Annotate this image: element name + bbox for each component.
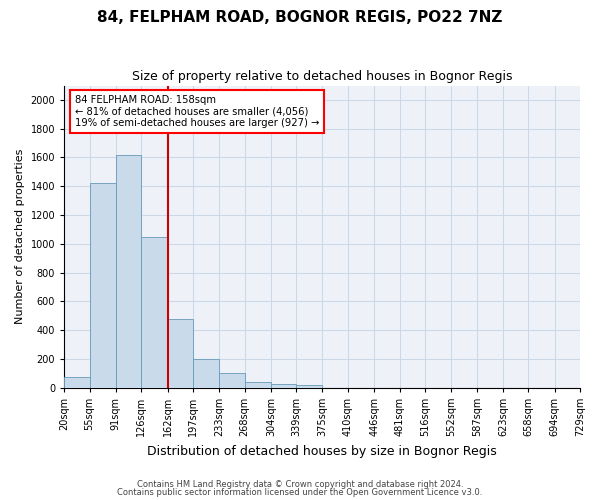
Bar bbox=[271, 384, 296, 388]
Text: 84, FELPHAM ROAD, BOGNOR REGIS, PO22 7NZ: 84, FELPHAM ROAD, BOGNOR REGIS, PO22 7NZ bbox=[97, 10, 503, 25]
Y-axis label: Number of detached properties: Number of detached properties bbox=[15, 149, 25, 324]
Bar bbox=[167, 318, 193, 388]
Text: 84 FELPHAM ROAD: 158sqm
← 81% of detached houses are smaller (4,056)
19% of semi: 84 FELPHAM ROAD: 158sqm ← 81% of detache… bbox=[74, 94, 319, 128]
Bar bbox=[219, 374, 245, 388]
Title: Size of property relative to detached houses in Bognor Regis: Size of property relative to detached ho… bbox=[132, 70, 512, 83]
Bar bbox=[245, 382, 271, 388]
Bar bbox=[193, 359, 219, 388]
Bar bbox=[296, 385, 322, 388]
X-axis label: Distribution of detached houses by size in Bognor Regis: Distribution of detached houses by size … bbox=[147, 444, 497, 458]
Text: Contains public sector information licensed under the Open Government Licence v3: Contains public sector information licen… bbox=[118, 488, 482, 497]
Text: Contains HM Land Registry data © Crown copyright and database right 2024.: Contains HM Land Registry data © Crown c… bbox=[137, 480, 463, 489]
Bar bbox=[64, 377, 89, 388]
Bar bbox=[89, 184, 116, 388]
Bar bbox=[142, 236, 167, 388]
Bar bbox=[116, 154, 142, 388]
